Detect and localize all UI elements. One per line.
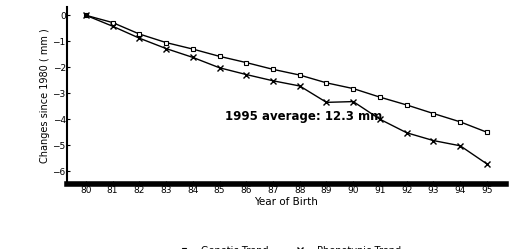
Genetic Trend [430, 112, 437, 115]
Line: Genetic Trend: Genetic Trend [84, 13, 489, 135]
Phenotypic Trend [83, 14, 89, 17]
Genetic Trend [484, 131, 490, 134]
Line: Phenotypic Trend: Phenotypic Trend [83, 12, 490, 167]
Genetic Trend [109, 21, 116, 24]
Phenotypic Trend [190, 56, 196, 59]
Phenotypic Trend [163, 47, 169, 50]
Genetic Trend [83, 14, 89, 17]
Text: 1995 average: 12.3 mm: 1995 average: 12.3 mm [225, 110, 382, 123]
Genetic Trend [216, 55, 222, 58]
Phenotypic Trend [243, 73, 249, 76]
Genetic Trend [243, 61, 249, 64]
Genetic Trend [190, 48, 196, 51]
Y-axis label: Changes since 1980 ( mm ): Changes since 1980 ( mm ) [40, 28, 50, 163]
Phenotypic Trend [430, 139, 437, 142]
Genetic Trend [350, 87, 357, 90]
Phenotypic Trend [350, 100, 357, 103]
Legend: Genetic Trend, Phenotypic Trend: Genetic Trend, Phenotypic Trend [172, 246, 401, 249]
Phenotypic Trend [216, 66, 222, 69]
Phenotypic Trend [136, 37, 142, 40]
Phenotypic Trend [404, 131, 410, 134]
Genetic Trend [136, 32, 142, 35]
Phenotypic Trend [109, 25, 116, 28]
Phenotypic Trend [377, 118, 383, 121]
Phenotypic Trend [484, 163, 490, 166]
Phenotypic Trend [270, 79, 276, 82]
Genetic Trend [377, 96, 383, 99]
X-axis label: Year of Birth: Year of Birth [254, 197, 318, 207]
Genetic Trend [404, 104, 410, 107]
Genetic Trend [324, 81, 330, 84]
Genetic Trend [297, 73, 303, 76]
Genetic Trend [270, 68, 276, 71]
Phenotypic Trend [297, 84, 303, 87]
Genetic Trend [163, 41, 169, 44]
Genetic Trend [457, 120, 463, 123]
Phenotypic Trend [324, 101, 330, 104]
Phenotypic Trend [457, 144, 463, 147]
